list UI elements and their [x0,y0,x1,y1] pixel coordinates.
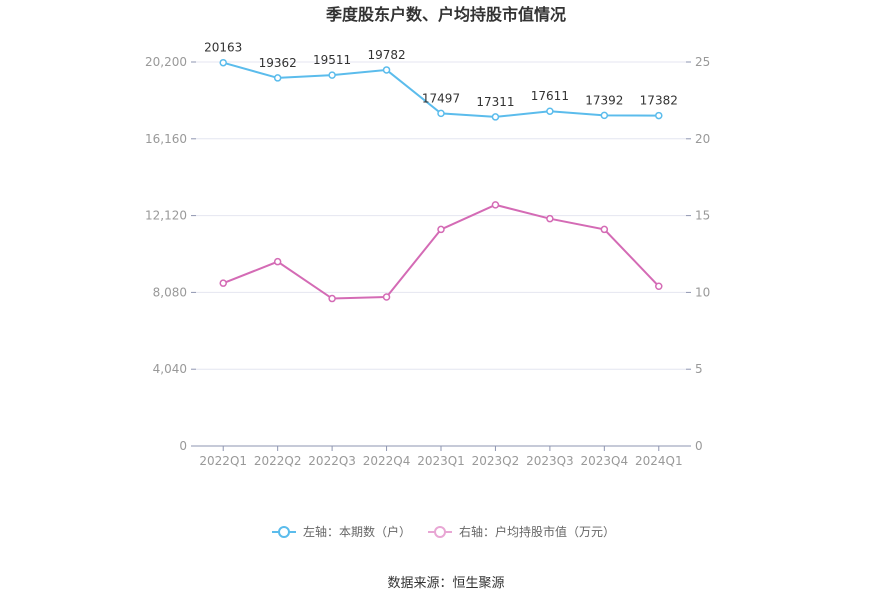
right-tick-label: 5 [695,362,703,376]
right-tick-label: 0 [695,439,703,453]
data-point[interactable] [600,111,609,120]
left-tick-label: 0 [179,439,187,453]
x-tick-label: 2022Q3 [308,454,356,468]
data-point[interactable] [437,109,445,118]
x-tick-label: 2023Q2 [472,454,520,468]
x-tick-label: 2022Q4 [363,454,411,468]
data-point[interactable] [328,294,336,303]
legend-item-left-series[interactable]: 左轴：本期数（户） [272,524,411,539]
data-label: 17611 [531,89,569,103]
legend-label-right: 右轴：户均持股市值（万元） [459,524,615,539]
legend-item-right-series[interactable]: 右轴：户均持股市值（万元） [428,524,615,539]
legend-marker-right [434,526,446,538]
x-tick-label: 2023Q4 [581,454,629,468]
data-point[interactable] [382,293,391,301]
data-point[interactable] [273,257,282,266]
data-point[interactable] [437,225,445,234]
left-tick-label: 20,200 [145,55,187,69]
series-line-right [222,203,660,300]
data-point[interactable] [655,111,663,120]
data-point[interactable] [382,66,391,74]
data-label: 20163 [204,41,242,55]
chart-title: 季度股东户数、户均持股市值情况 [325,5,566,24]
left-tick-label: 16,160 [145,132,187,146]
data-label: 19511 [313,53,351,67]
data-label: 17311 [476,95,514,109]
data-point[interactable] [546,107,554,115]
x-tick-label: 2022Q1 [199,454,247,468]
right-tick-label: 25 [695,55,710,69]
data-point[interactable] [328,71,336,79]
data-point[interactable] [655,282,663,291]
left-tick-label: 4,040 [153,362,187,376]
right-tick-label: 10 [695,285,710,299]
x-tick-label: 2023Q3 [526,454,574,468]
right-axis-ticks: 0 5 10 15 20 25 [686,55,710,453]
data-label: 17497 [422,91,460,105]
left-tick-label: 8,080 [153,285,187,299]
x-tick-label: 2024Q1 [635,454,683,468]
legend[interactable]: 左轴：本期数（户） 右轴：户均持股市值（万元） [272,524,615,539]
source-note: 数据来源：恒生聚源 [387,576,504,591]
data-point[interactable] [600,225,609,234]
series-layer: 20163 19362 19511 19782 17497 17311 17611 17392… [204,41,678,303]
series-line-left [222,61,659,118]
x-tick-label: 2022Q2 [254,454,302,468]
data-label: 19782 [367,48,405,62]
right-tick-label: 15 [695,209,710,223]
data-point[interactable] [219,279,227,287]
x-axis-ticks: 2022Q1 2022Q2 2022Q3 2022Q4 2023Q1 2023Q2 2023… [199,446,683,468]
data-point[interactable] [219,58,227,67]
gridlines [196,61,686,370]
data-point[interactable] [546,214,554,223]
left-tick-label: 12,120 [145,209,187,223]
legend-marker-left [278,526,290,538]
right-tick-label: 20 [695,132,710,146]
data-label: 17382 [640,94,678,108]
data-point[interactable] [273,74,282,82]
x-tick-label: 2023Q1 [417,454,465,468]
legend-label-left: 左轴：本期数（户） [303,524,411,539]
data-label: 19362 [259,56,297,70]
data-point[interactable] [491,113,500,121]
data-point[interactable] [491,201,500,209]
data-label: 17392 [585,93,623,107]
left-axis-ticks: 0 4,040 8,080 12,120 16,160 20,200 [145,55,196,453]
